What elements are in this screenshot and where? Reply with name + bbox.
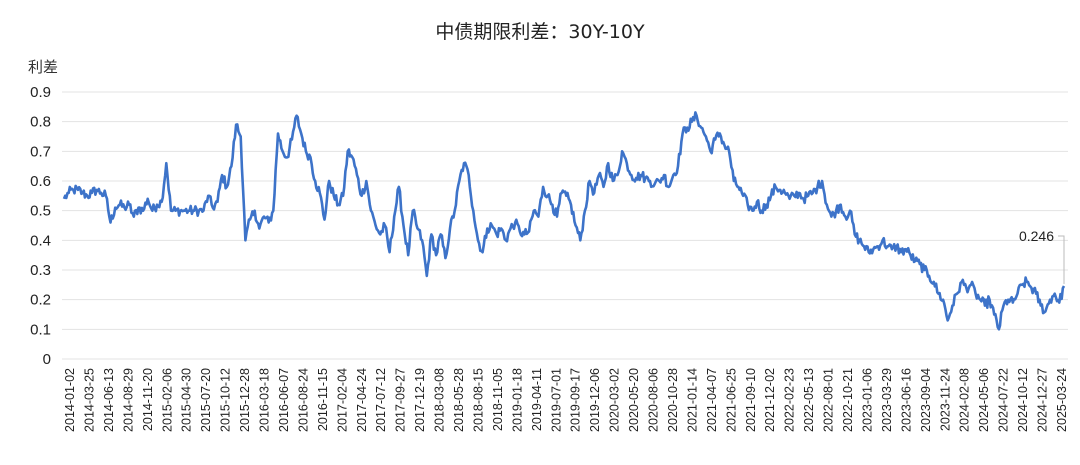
x-tick-label: 2019-12-06 [588,368,602,432]
x-tick-label: 2019-04-11 [530,368,544,431]
grid-layer [62,91,1068,360]
x-tick-label: 2018-03-08 [433,368,447,432]
x-tick-label: 2025-03-24 [1055,368,1069,432]
y-tick-label: 0.1 [30,321,51,338]
x-tick-label: 2018-08-15 [471,368,485,432]
y-tick-label: 0.4 [30,232,51,249]
x-tick-label: 2021-09-10 [744,368,758,432]
x-tick-label: 2017-02-04 [335,368,349,432]
y-tick-label: 0.7 [30,143,51,160]
y-tick-label: 0.6 [30,173,51,190]
x-tick-label: 2024-07-22 [997,368,1011,432]
annotation-layer: 0.246 [1019,228,1065,285]
x-tick-label: 2021-04-07 [705,368,719,432]
x-tick-label: 2016-11-15 [316,368,330,431]
x-tick-label: 2019-01-18 [510,368,524,432]
y-tick-label: 0 [43,351,51,368]
x-tick-label: 2023-03-29 [880,368,894,432]
x-tick-label: 2021-06-25 [724,368,738,432]
x-tick-label: 2016-08-24 [296,368,310,432]
x-tick-label: 2017-12-19 [413,368,427,432]
x-tick-label: 2015-12-28 [238,368,252,432]
x-tick-label: 2015-10-12 [219,368,233,432]
y-axis-ticks: 0 0.1 0.2 0.3 0.4 0.5 0.6 0.7 0.8 0.9 [30,84,51,368]
x-tick-label: 2020-08-06 [647,368,661,432]
x-tick-label: 2019-07-01 [549,368,563,432]
x-tick-label: 2014-06-13 [102,368,116,432]
x-tick-label: 2017-04-24 [355,368,369,432]
chart-title: 中债期限利差：30Y-10Y [435,21,645,43]
x-tick-label: 2016-03-18 [258,368,272,432]
x-tick-label: 2023-01-06 [860,368,874,432]
x-tick-label: 2020-03-02 [608,368,622,432]
x-tick-label: 2020-10-28 [666,368,680,432]
series-line [62,111,1066,331]
x-tick-label: 2014-08-29 [121,368,135,432]
y-axis-label: 利差 [28,58,58,76]
x-tick-label: 2024-12-27 [1036,368,1050,432]
x-tick-label: 2021-01-14 [685,368,699,432]
y-tick-label: 0.8 [30,114,51,131]
x-tick-label: 2015-07-20 [199,368,213,432]
x-tick-label: 2022-02-23 [783,368,797,432]
y-tick-label: 0.5 [30,203,51,220]
x-tick-label: 2017-09-27 [394,368,408,432]
x-axis-ticks: 2014-01-02 2014-03-25 2014-06-13 2014-08-29… [63,368,1069,432]
x-tick-label: 2014-01-02 [63,368,77,432]
y-tick-label: 0.3 [30,262,51,279]
x-tick-label: 2023-09-04 [919,368,933,432]
x-tick-label: 2022-08-01 [822,368,836,432]
x-tick-label: 2022-05-13 [802,368,816,432]
x-tick-label: 2018-11-05 [491,368,505,431]
y-tick-label: 0.9 [30,84,51,101]
x-tick-label: 2021-12-02 [763,368,777,432]
last-value-annotation: 0.246 [1019,228,1054,244]
x-tick-label: 2024-02-08 [958,368,972,432]
x-tick-label: 2016-06-07 [277,368,291,432]
x-tick-label: 2014-11-20 [141,368,155,431]
x-tick-label: 2024-05-06 [977,368,991,432]
x-tick-label: 2015-04-30 [180,368,194,432]
x-tick-label: 2018-05-28 [452,368,466,432]
x-tick-label: 2023-11-24 [938,368,952,431]
x-tick-label: 2017-07-12 [374,368,388,432]
x-tick-label: 2024-10-12 [1016,368,1030,432]
y-tick-label: 0.2 [30,292,51,309]
x-tick-label: 2022-10-21 [841,368,855,432]
x-tick-label: 2014-03-25 [82,368,96,432]
x-tick-label: 2015-02-06 [160,368,174,432]
x-tick-label: 2023-06-16 [899,368,913,432]
annotation-leader-line [1058,235,1065,285]
series-layer [62,111,1066,331]
x-tick-label: 2020-05-20 [627,368,641,432]
x-tick-label: 2019-09-17 [569,368,583,432]
